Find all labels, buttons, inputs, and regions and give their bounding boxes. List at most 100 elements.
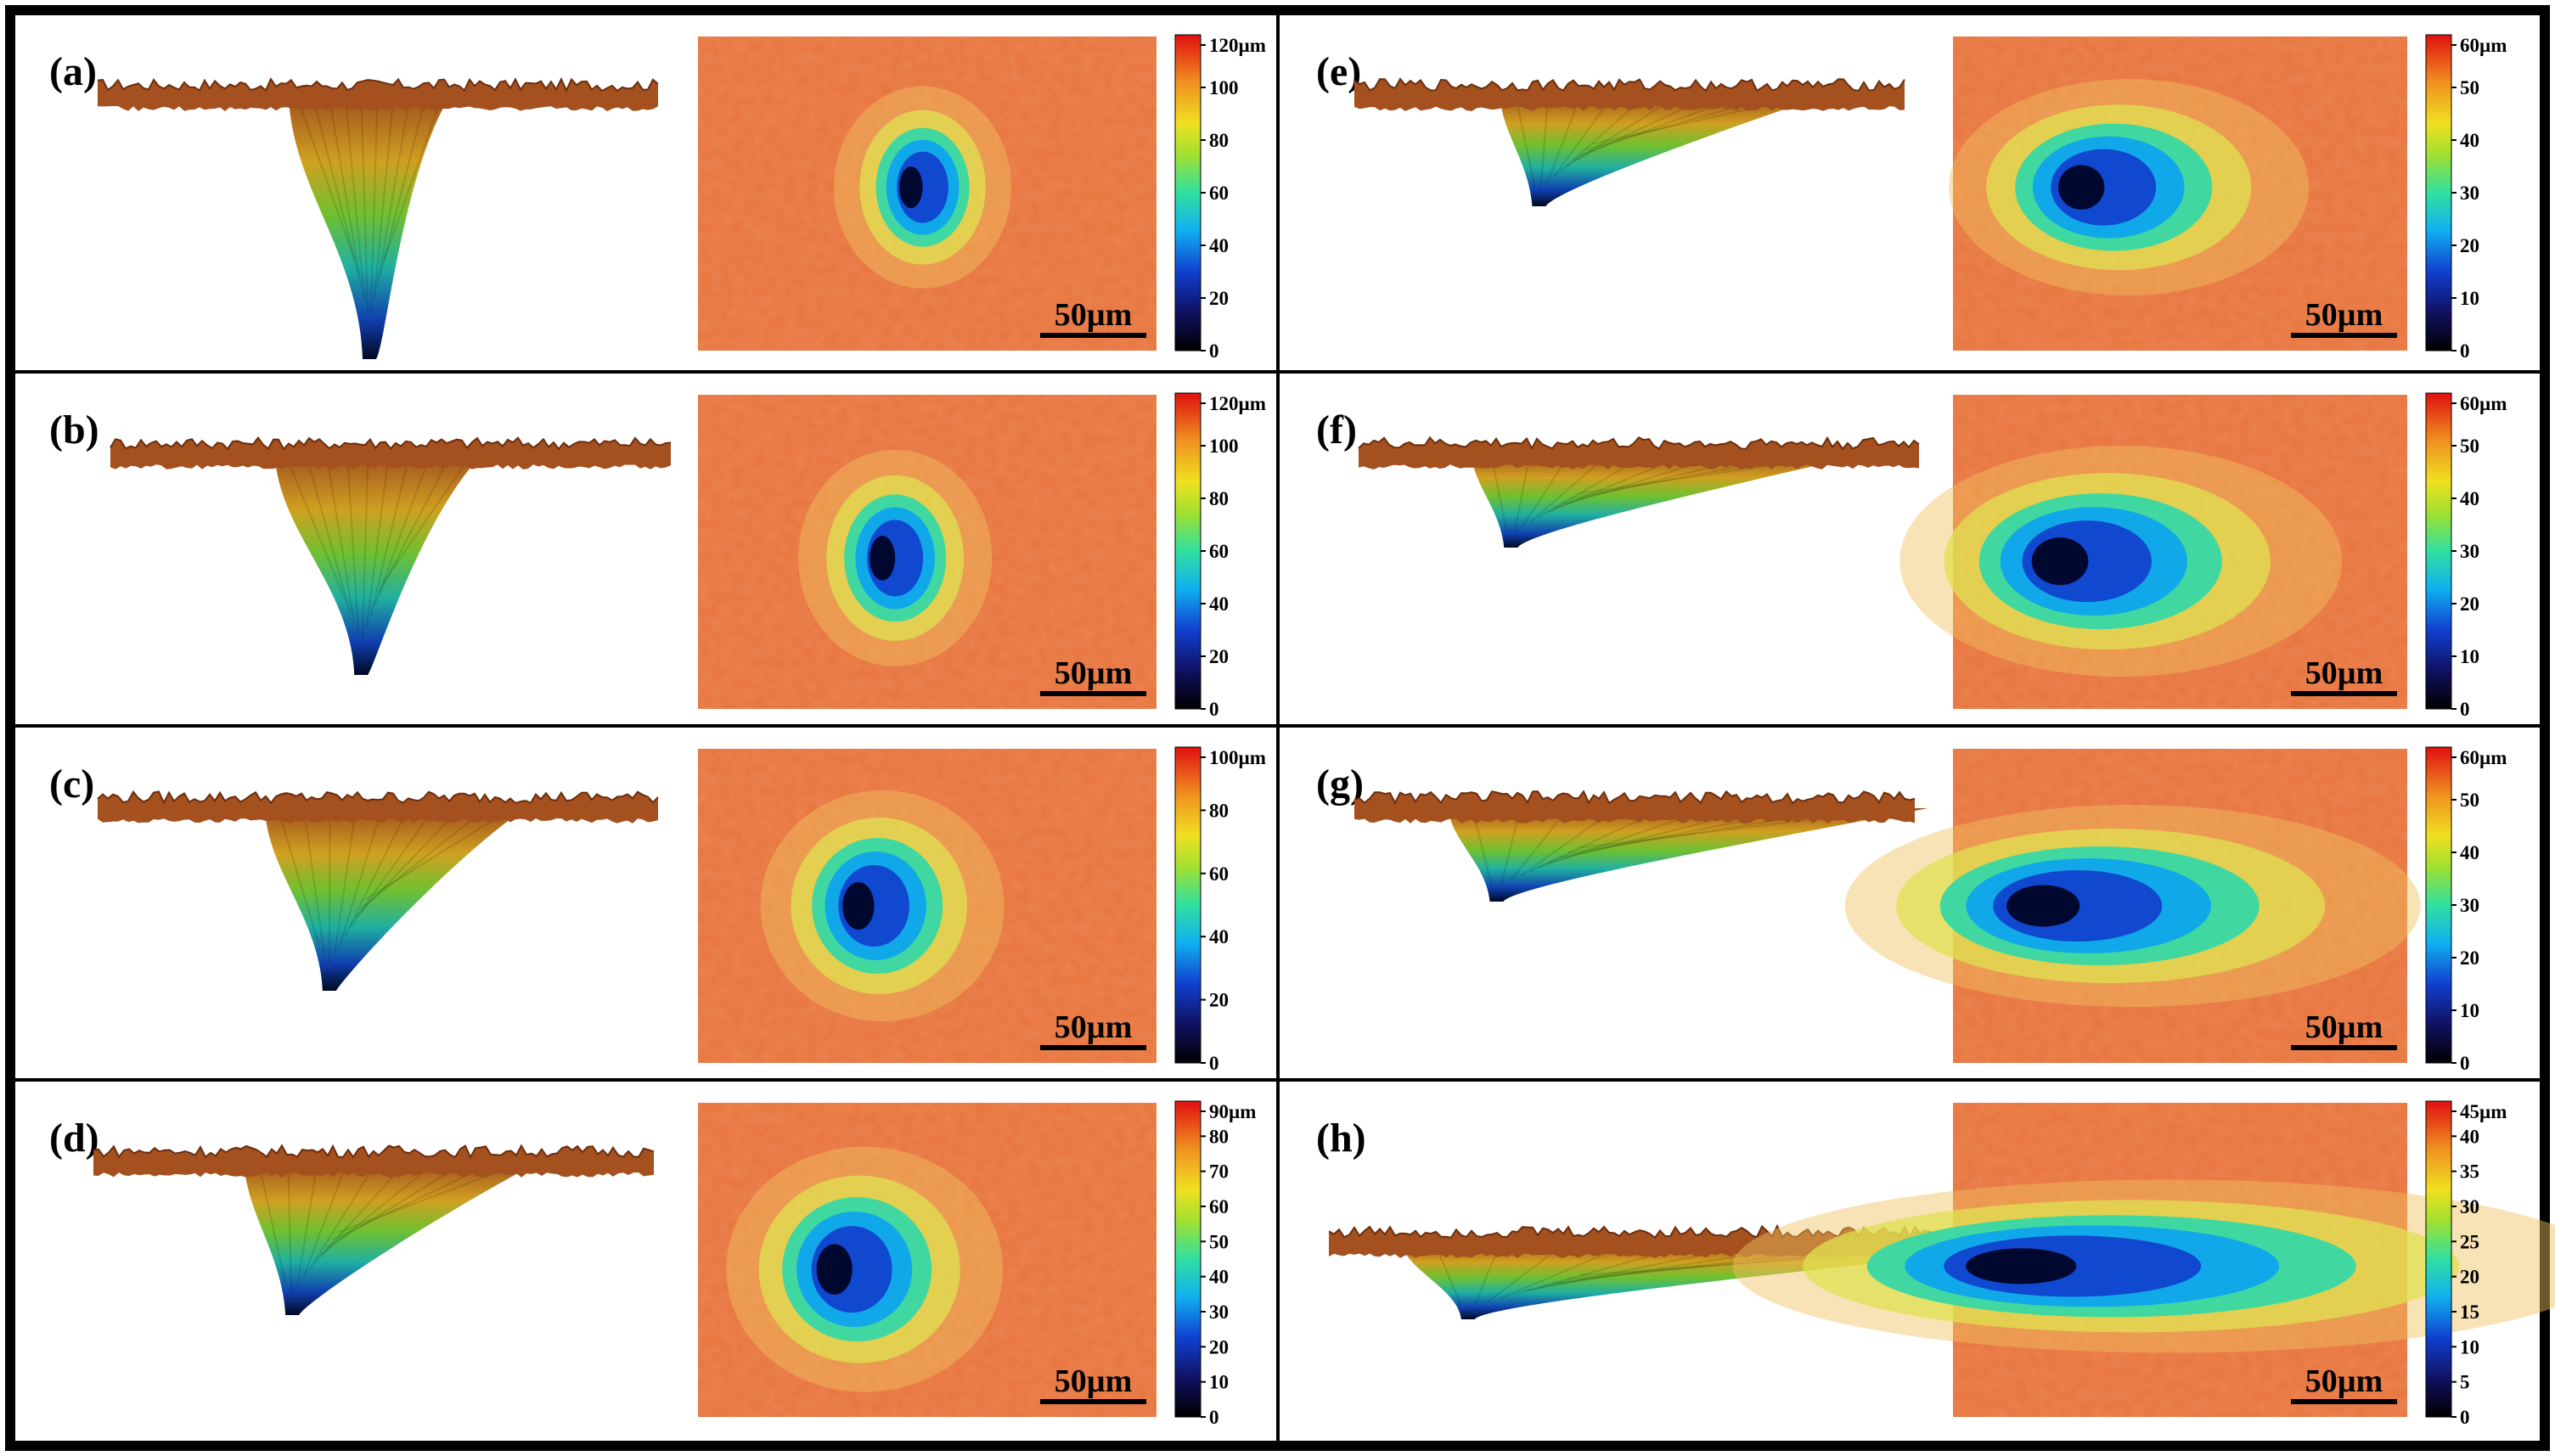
height-map: 50µm xyxy=(1949,37,2407,351)
striation xyxy=(287,1161,293,1291)
colorbar-tick-label: 25 xyxy=(2460,1231,2479,1252)
scale-bar-label: 50µm xyxy=(1055,1363,1133,1399)
striation xyxy=(1546,95,1582,183)
colorbar-tick-label: 80 xyxy=(1209,1126,1229,1147)
striation xyxy=(1539,95,1550,188)
panel-d: (d) 50µm 0 10 20 30 40 50 60 70 80 90µm xyxy=(49,1100,1256,1428)
striation xyxy=(339,807,383,946)
striation xyxy=(369,95,379,313)
colorbar-tick-label: 80 xyxy=(1209,488,1229,509)
panel-c: (c) 50µm 0 20 40 60 80 100µm xyxy=(49,746,1266,1074)
colorbar-tick-label: 40 xyxy=(2460,842,2479,863)
colorbar: 0 10 20 30 40 50 60µm xyxy=(2425,746,2507,1074)
height-map: 50µm xyxy=(698,1103,1157,1417)
colorbar-tick-label: 100 xyxy=(1209,436,1239,457)
striation xyxy=(325,453,356,624)
surface-edge xyxy=(1353,77,1905,93)
colorbar-max-label: 60µm xyxy=(2460,747,2507,768)
colorbar: 0 20 40 60 80 100 120µm xyxy=(1174,392,1266,720)
colorbar-tick-label: 0 xyxy=(2460,340,2470,362)
striation xyxy=(295,95,356,261)
panel-label: (e) xyxy=(1316,49,1361,94)
colorbar-tick-label: 0 xyxy=(1209,1053,1219,1074)
colorbar-gradient xyxy=(1174,34,1202,351)
height-map: 50µm xyxy=(698,749,1157,1063)
colorbar-tick-label: 60 xyxy=(1209,541,1229,562)
pit-cross-section xyxy=(289,96,450,359)
colorbar: 0 10 20 30 40 50 60µm xyxy=(2425,34,2507,362)
colorbar-gradient xyxy=(2425,392,2452,710)
striation xyxy=(1566,95,1679,167)
colorbar-tick-label: 50 xyxy=(2460,77,2479,98)
striation xyxy=(354,807,461,919)
striation xyxy=(1510,807,1569,881)
surface-plateau xyxy=(98,791,658,824)
striation xyxy=(302,1161,348,1279)
depth-profile xyxy=(97,790,659,991)
colorbar-tick-label: 50 xyxy=(2460,790,2479,811)
colorbar-tick-label: 0 xyxy=(2460,1053,2470,1074)
depth-profile xyxy=(1353,790,1928,902)
colorbar-tick-label: 70 xyxy=(1209,1161,1229,1183)
colorbar-tick-label: 20 xyxy=(1209,646,1229,667)
colorbar-tick-label: 20 xyxy=(1209,990,1229,1011)
striation xyxy=(326,1161,466,1249)
colorbar-gradient xyxy=(1174,1100,1202,1418)
colorbar-gradient xyxy=(1174,392,1202,710)
depth-profile xyxy=(97,76,659,359)
striation xyxy=(365,453,390,627)
surface-plateau xyxy=(98,79,658,111)
striation xyxy=(361,453,369,638)
panel-h: (h) 50µm 0 5 10 15 20 25 30 35 40 45µm xyxy=(1316,1100,2555,1428)
striation xyxy=(344,95,366,301)
colorbar-max-label: 100µm xyxy=(1209,747,1266,768)
scale-bar-label: 50µm xyxy=(2305,1363,2383,1399)
surface-edge xyxy=(1358,436,1920,451)
striation xyxy=(374,453,431,605)
panel-label: (f) xyxy=(1316,408,1357,453)
surface-edge xyxy=(93,1144,655,1160)
surface-edge xyxy=(97,790,659,805)
striation xyxy=(320,1161,436,1256)
surface-plateau xyxy=(1354,79,1905,111)
colorbar-tick-label: 40 xyxy=(2460,130,2479,151)
striation xyxy=(308,1161,378,1271)
colorbar-tick-label: 100 xyxy=(1209,77,1239,98)
striation xyxy=(344,807,409,936)
panel-e: (e) 50µm 0 10 20 30 40 50 60µm xyxy=(1316,34,2507,362)
pit-cross-section xyxy=(244,1162,539,1315)
striation xyxy=(380,95,427,274)
colorbar: 0 20 40 60 80 100µm xyxy=(1174,746,1266,1074)
depth-profile xyxy=(1358,436,1920,548)
colorbar-gradient xyxy=(1174,746,1202,1064)
colorbar: 0 20 40 60 80 100 120µm xyxy=(1174,34,1266,362)
striation xyxy=(302,807,325,955)
colorbar-tick-label: 40 xyxy=(1209,926,1229,947)
colorbar: 0 10 20 30 40 50 60 70 80 90µm xyxy=(1174,1100,1256,1428)
height-map: 50µm xyxy=(698,395,1157,709)
striation xyxy=(365,807,513,901)
colorbar-max-label: 45µm xyxy=(2460,1101,2507,1122)
striation xyxy=(1553,95,1614,178)
striation xyxy=(1513,453,1531,532)
colorbar-tick-label: 40 xyxy=(1209,593,1229,615)
height-map: 50µm xyxy=(1899,395,2407,709)
pit-bottom xyxy=(1966,1248,2077,1285)
pit-cross-section xyxy=(264,808,526,991)
depth-profile xyxy=(1353,77,1905,206)
pit-bottom xyxy=(2031,537,2089,586)
colorbar-tick-label: 5 xyxy=(2460,1372,2470,1393)
pit-cross-section xyxy=(1471,454,1865,548)
surface-edge xyxy=(97,76,659,93)
colorbar-tick-label: 10 xyxy=(2460,1000,2479,1021)
striation xyxy=(314,1161,407,1263)
pit-bottom xyxy=(816,1244,853,1295)
striation xyxy=(349,807,436,928)
striation xyxy=(257,1161,287,1284)
colorbar-tick-label: 60 xyxy=(1209,183,1229,204)
striation xyxy=(312,95,359,274)
colorbar-tick-label: 30 xyxy=(2460,541,2479,562)
striation xyxy=(346,453,360,635)
scale-bar-label: 50µm xyxy=(1055,655,1133,691)
colorbar-tick-label: 80 xyxy=(1209,800,1229,821)
